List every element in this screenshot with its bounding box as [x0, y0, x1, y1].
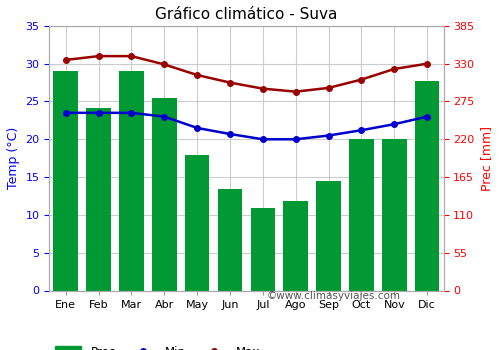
- Bar: [415, 81, 440, 290]
- Y-axis label: Prec [mm]: Prec [mm]: [480, 126, 493, 191]
- Bar: [86, 108, 111, 290]
- Y-axis label: Temp (°C): Temp (°C): [7, 127, 20, 189]
- Legend: Prec, Min, Max: Prec, Min, Max: [55, 346, 260, 350]
- Title: Gráfico climático - Suva: Gráfico climático - Suva: [155, 7, 338, 22]
- Bar: [119, 71, 144, 290]
- Bar: [250, 208, 275, 290]
- Bar: [218, 189, 242, 290]
- Bar: [284, 201, 308, 290]
- Bar: [185, 155, 210, 290]
- Bar: [152, 98, 176, 290]
- Bar: [382, 139, 406, 290]
- Text: ©www.climasyviajes.com: ©www.climasyviajes.com: [266, 291, 400, 301]
- Bar: [54, 71, 78, 290]
- Bar: [349, 139, 374, 290]
- Bar: [316, 181, 341, 290]
